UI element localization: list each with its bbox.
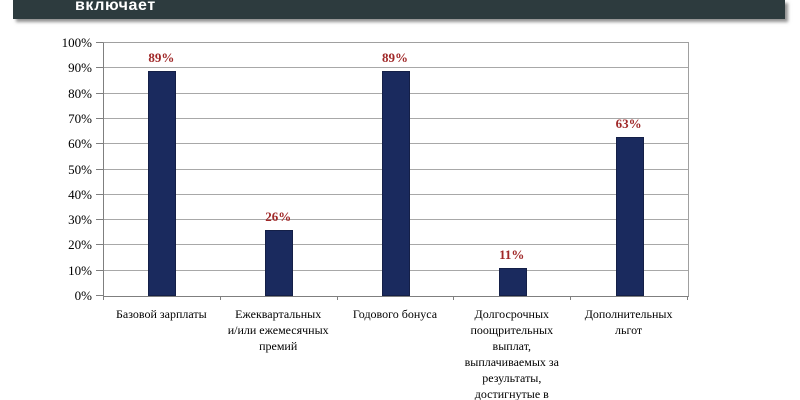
bar-1 xyxy=(148,70,177,296)
y-axis-tick xyxy=(96,168,103,170)
y-axis-tick xyxy=(96,219,103,221)
y-axis-tick-label: 100% xyxy=(61,35,92,50)
y-axis-tick-label: 90% xyxy=(68,60,92,76)
gridline xyxy=(104,67,688,69)
bar-4 xyxy=(498,268,527,296)
y-axis-tick-label: 20% xyxy=(68,237,92,253)
y-axis-tick xyxy=(96,67,103,69)
bar-value-label: 89% xyxy=(382,49,408,65)
x-axis-category-label: Ежеквартальных и/или ежемесячных премий xyxy=(216,306,340,354)
bar-5 xyxy=(615,136,644,296)
plot-area xyxy=(103,42,689,297)
bar-value-label: 11% xyxy=(499,247,525,263)
x-axis-category-label: Долгосрочных поощрительных выплат, выплачив… xyxy=(450,306,574,400)
y-axis-tick xyxy=(96,92,103,94)
category-label-line: премий xyxy=(259,339,298,353)
y-axis-tick-label: 10% xyxy=(68,262,92,278)
y-axis-tick-label: 40% xyxy=(68,186,92,202)
bar-3 xyxy=(382,70,410,296)
category-label-line: Долгосрочных xyxy=(474,307,550,321)
y-axis-tick xyxy=(96,269,103,271)
y-axis-tick xyxy=(96,193,103,195)
y-axis-tick xyxy=(96,42,103,43)
y-axis-tick-label: 30% xyxy=(68,212,92,228)
bar-2 xyxy=(265,230,294,296)
category-label-line: Ежеквартальных xyxy=(235,307,322,321)
x-axis-category-label: Дополнительных льгот xyxy=(567,306,691,338)
slide-title-bar: включает xyxy=(13,0,785,19)
category-label-line: Годового бонуса xyxy=(352,307,438,321)
category-label-line: выплат, xyxy=(492,339,532,353)
y-axis-tick xyxy=(96,295,103,296)
bar-value-label: 89% xyxy=(148,49,175,65)
y-axis-tick-label: 80% xyxy=(68,85,92,101)
category-label-line: льгот xyxy=(615,323,643,337)
bar-chart: 0% 10% 20% 30% 40% 50% 60% 70% 80% 90% 100% 89% 26% 8… xyxy=(0,19,800,400)
category-label-line: Дополнительных xyxy=(584,307,673,321)
bar-value-label: 26% xyxy=(265,209,292,225)
y-axis-tick-label: 60% xyxy=(68,136,92,152)
y-axis-tick xyxy=(96,143,103,145)
x-axis-tick xyxy=(453,296,455,300)
y-axis-tick-label: 70% xyxy=(68,110,92,126)
category-label-line: поощрительных xyxy=(470,323,554,337)
y-axis-tick-label: 50% xyxy=(68,161,92,177)
y-axis-tick xyxy=(96,117,103,119)
category-label-line: достигнутые в xyxy=(474,387,549,400)
y-axis-tick xyxy=(96,244,103,246)
category-label-line: и/или ежемесячных xyxy=(227,323,329,337)
bar-value-label: 63% xyxy=(615,115,642,131)
x-axis-tick xyxy=(687,296,688,300)
category-label-line: выплачиваемых за xyxy=(464,355,559,369)
slide-title: включает xyxy=(75,0,156,14)
category-label-line: Базовой зарплаты xyxy=(116,307,207,321)
x-axis-tick xyxy=(103,296,104,300)
category-label-line: результаты, xyxy=(482,371,542,385)
x-axis-tick xyxy=(570,296,572,300)
x-axis-tick xyxy=(219,296,221,300)
x-axis-category-label: Годового бонуса xyxy=(333,306,457,322)
x-axis-category-label: Базовой зарплаты xyxy=(99,306,223,322)
y-axis-tick-label: 0% xyxy=(74,288,92,303)
x-axis-tick xyxy=(336,296,338,300)
